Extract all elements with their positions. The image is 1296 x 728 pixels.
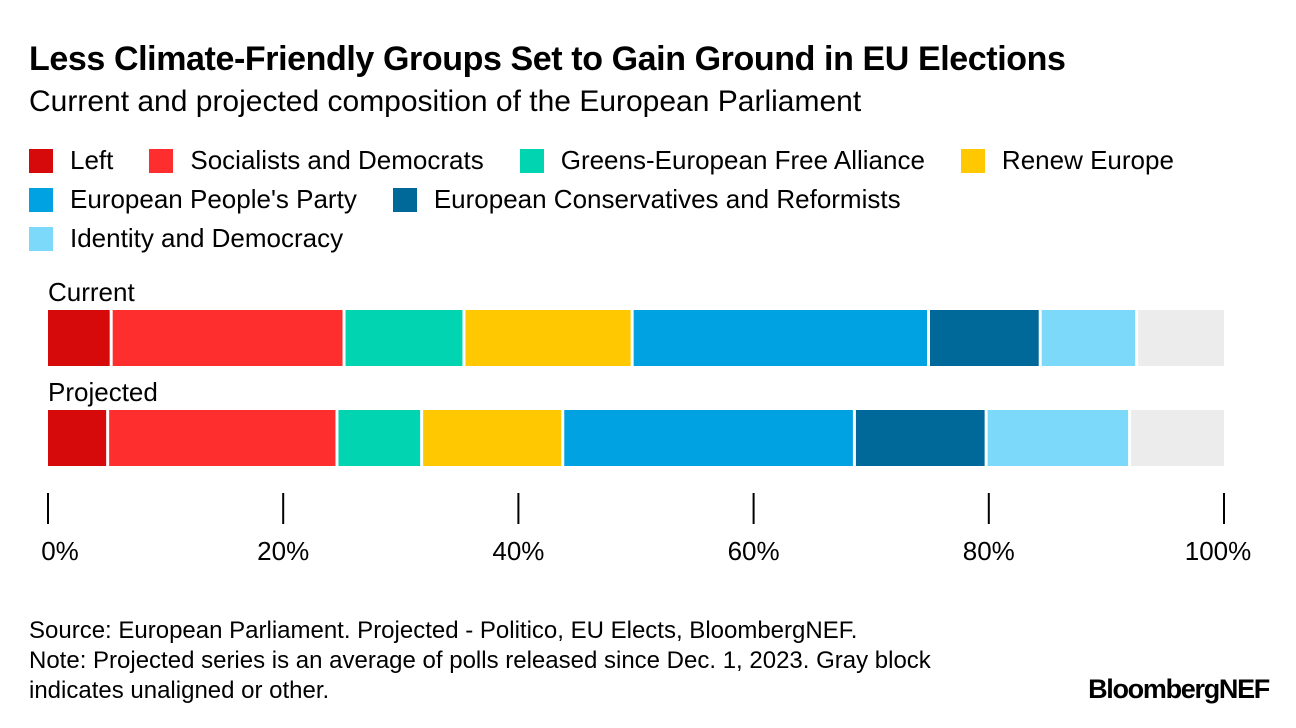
legend-item-epp: European People's Party xyxy=(29,184,357,215)
stacked-bar-chart: Current Projected 0% 20% 40% 60% 80% 100% xyxy=(41,277,1252,566)
row-label-projected: Projected xyxy=(48,377,158,407)
x-tick-label: 20% xyxy=(257,536,309,566)
footer: Source: European Parliament. Projected -… xyxy=(29,616,1009,706)
legend-item-ecr: European Conservatives and Reformists xyxy=(392,184,901,215)
legend-swatch xyxy=(519,148,544,173)
legend-label: European Conservatives and Reformists xyxy=(433,184,901,214)
legend-swatch xyxy=(960,148,985,173)
legend-row: Identity and Democracy xyxy=(29,219,1279,258)
bar-segment-current-7 xyxy=(1138,310,1224,366)
bar-segment-projected-1 xyxy=(109,410,336,466)
bar-segment-projected-0 xyxy=(48,410,107,466)
brand-logo: BloombergNEF xyxy=(1088,674,1270,704)
legend-item-renew-europe: Renew Europe xyxy=(960,145,1174,176)
bar-segment-projected-4 xyxy=(564,410,853,466)
bar-segment-projected-7 xyxy=(1131,410,1224,466)
chart-title: Less Climate-Friendly Groups Set to Gain… xyxy=(29,40,1066,78)
source-note: Source: European Parliament. Projected -… xyxy=(29,617,858,644)
legend-swatch xyxy=(29,187,53,212)
bar-segment-current-0 xyxy=(48,310,110,366)
legend-swatch xyxy=(392,187,417,212)
legend-item-socialists-and-democrats: Socialists and Democrats xyxy=(149,145,484,176)
legend-swatch xyxy=(29,148,53,173)
row-label-current: Current xyxy=(48,277,135,307)
legend-label: Socialists and Democrats xyxy=(190,145,484,175)
legend-label: Renew Europe xyxy=(1001,145,1174,175)
bar-segment-current-1 xyxy=(112,310,343,366)
bar-segment-current-2 xyxy=(345,310,463,366)
x-tick-label: 0% xyxy=(41,536,79,566)
x-tick-label: 60% xyxy=(728,536,780,566)
methodology-note: Note: Projected series is an average of … xyxy=(29,647,931,704)
bar-segment-current-3 xyxy=(465,310,631,366)
legend-label: European People's Party xyxy=(70,184,357,214)
legend: Left Socialists and Democrats Greens-Eur… xyxy=(29,141,1279,258)
bar-segment-current-4 xyxy=(633,310,927,366)
bar-segment-projected-6 xyxy=(987,410,1129,466)
x-tick-label: 40% xyxy=(492,536,544,566)
legend-row: European People's Party European Conserv… xyxy=(29,180,1279,219)
chart-subtitle: Current and projected composition of the… xyxy=(29,85,862,118)
x-tick-label: 100% xyxy=(1185,536,1252,566)
bar-segment-projected-3 xyxy=(423,410,562,466)
legend-item-identity-and-democracy: Identity and Democracy xyxy=(29,223,343,254)
legend-item-left: Left xyxy=(29,145,113,176)
legend-swatch xyxy=(149,148,174,173)
bar-segment-projected-2 xyxy=(338,410,421,466)
bar-segment-current-6 xyxy=(1041,310,1136,366)
legend-swatch xyxy=(29,226,53,251)
bar-segment-current-5 xyxy=(930,310,1039,366)
legend-label: Greens-European Free Alliance xyxy=(560,145,925,175)
legend-label: Identity and Democracy xyxy=(70,223,344,253)
legend-row: Left Socialists and Democrats Greens-Eur… xyxy=(29,141,1279,180)
legend-label: Left xyxy=(70,145,114,175)
bar-segment-projected-5 xyxy=(855,410,985,466)
x-tick-label: 80% xyxy=(963,536,1015,566)
legend-item-greens-efa: Greens-European Free Alliance xyxy=(519,145,925,176)
